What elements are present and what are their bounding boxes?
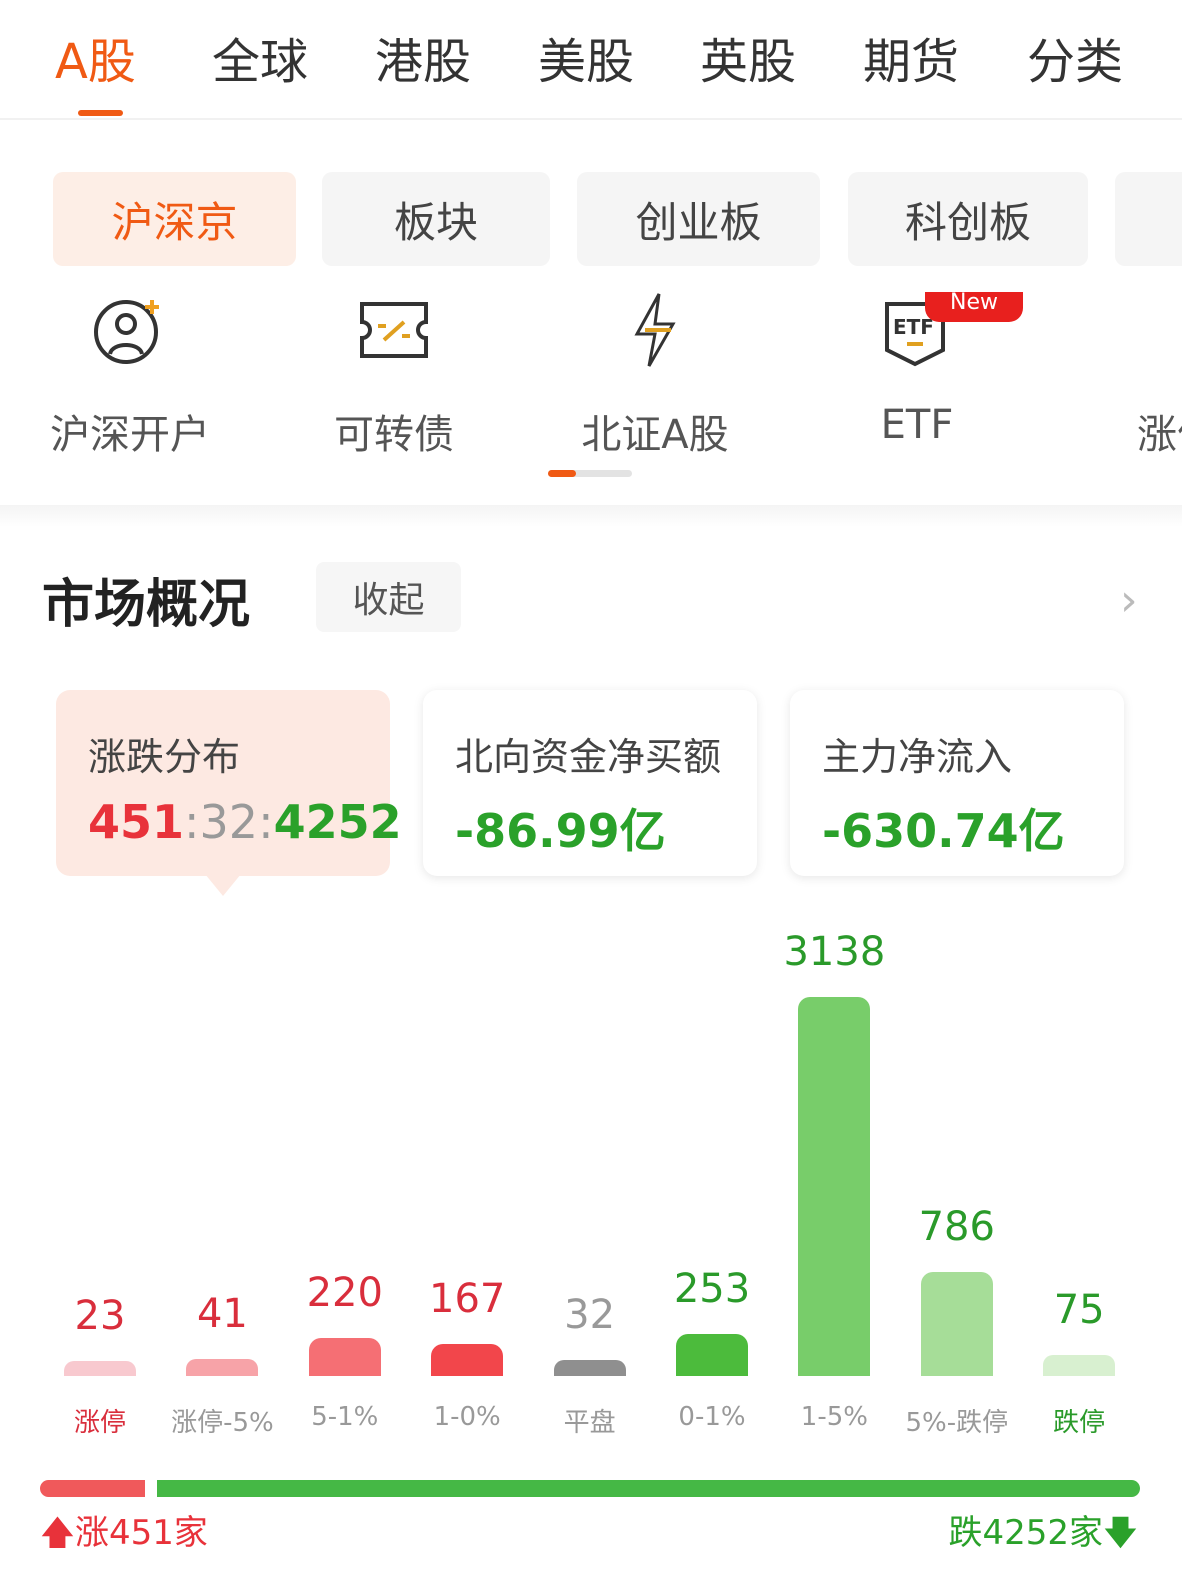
shortcut-label: 北证A股 xyxy=(581,412,729,458)
bar-category-label: 平盘 xyxy=(563,1408,616,1438)
subtab-chinext[interactable]: 创业板 xyxy=(577,172,820,266)
card-distribution[interactable]: 涨跌分布 451:32:4252 xyxy=(56,690,402,876)
subtab-sectors[interactable]: 板块 xyxy=(322,172,550,266)
divider xyxy=(0,118,1182,120)
collapse-button[interactable]: 收起 xyxy=(316,562,461,632)
card-value: -86.99亿 xyxy=(455,804,666,858)
tab-uk[interactable]: 英股 xyxy=(700,34,797,90)
bar-0 xyxy=(64,1361,136,1376)
bar-1 xyxy=(186,1359,259,1376)
arrow-down-icon: 🡇 xyxy=(1103,1513,1138,1553)
bar-category-label: 涨停 xyxy=(73,1408,126,1438)
down-summary-label: 跌4252家 xyxy=(948,1513,1104,1553)
svg-text:ETF: ETF xyxy=(893,315,934,339)
bar-value-label: 75 xyxy=(1053,1287,1105,1334)
ticket-icon xyxy=(360,302,428,358)
bar-value-label: 41 xyxy=(196,1291,248,1338)
section-separator xyxy=(0,505,1182,527)
up-count: 451 xyxy=(88,795,185,849)
bar-category-label: 5%-跌停 xyxy=(905,1408,1009,1438)
section-title: 市场概况 xyxy=(42,575,251,635)
bar-5 xyxy=(676,1334,748,1376)
separator: : xyxy=(184,795,200,849)
subtab-more[interactable] xyxy=(1115,172,1182,266)
shortcut-bse[interactable]: 北证A股 xyxy=(555,290,755,460)
shortcut-limit-up[interactable]: 涨停 xyxy=(1077,290,1182,460)
card-title: 涨跌分布 xyxy=(88,735,241,779)
bar-category-label: 5-1% xyxy=(311,1402,379,1432)
separator: : xyxy=(258,795,274,849)
bar-category-label: 跌停 xyxy=(1053,1408,1106,1438)
bar-category-label: 1-5% xyxy=(800,1402,868,1432)
bar-category-label: 涨停-5% xyxy=(171,1408,274,1438)
tab-global[interactable]: 全球 xyxy=(212,34,309,90)
arrow-up-icon: 🡅 xyxy=(40,1513,75,1553)
bar-category-label: 0-1% xyxy=(678,1402,746,1432)
user-add-icon xyxy=(94,300,159,364)
up-ratio-bar xyxy=(40,1480,146,1497)
tab-futures[interactable]: 期货 xyxy=(863,34,960,90)
bar-value-label: 32 xyxy=(564,1292,616,1339)
shortcut-label: 沪深开户 xyxy=(50,412,210,458)
tab-hk[interactable]: 港股 xyxy=(375,34,472,90)
card-value: -630.74亿 xyxy=(822,804,1065,858)
bar-value-label: 786 xyxy=(918,1204,995,1251)
bar-value-label: 167 xyxy=(429,1276,506,1323)
tab-us[interactable]: 美股 xyxy=(538,34,635,90)
limit-up-icon xyxy=(1137,290,1182,370)
shortcut-open-account[interactable]: 沪深开户 xyxy=(30,290,230,460)
bar-4 xyxy=(553,1360,626,1376)
bar-2 xyxy=(308,1338,381,1376)
bar-value-label: 253 xyxy=(673,1266,751,1313)
new-badge: New xyxy=(925,292,1023,322)
shortcut-label: 涨停 xyxy=(1137,412,1182,458)
bar-value-label: 23 xyxy=(74,1293,126,1340)
card-northbound[interactable]: 北向资金净买额 -86.99亿 xyxy=(423,690,757,876)
bar-category-label: 1-0% xyxy=(433,1402,501,1432)
down-count: 4252 xyxy=(273,795,402,849)
chevron-right-icon[interactable]: › xyxy=(1120,575,1138,626)
shortcut-label: 可转债 xyxy=(334,412,454,458)
up-summary-label: 涨451家 xyxy=(74,1513,208,1553)
up-summary: 🡅涨451家 xyxy=(40,1505,208,1566)
active-tab-indicator xyxy=(78,110,123,116)
bar-value-label: 3138 xyxy=(783,928,886,975)
card-title: 北向资金净买额 xyxy=(455,735,722,779)
shortcut-convertible-bonds[interactable]: 可转债 xyxy=(294,290,494,460)
card-main-inflow[interactable]: 主力净流入 -630.74亿 xyxy=(790,690,1124,876)
bar-value-label: 220 xyxy=(306,1270,383,1317)
shortcut-label: ETF xyxy=(880,402,954,448)
subtab-star[interactable]: 科创板 xyxy=(848,172,1088,266)
bar-6 xyxy=(798,996,871,1376)
down-ratio-bar xyxy=(157,1480,1140,1497)
card-pointer xyxy=(205,874,241,896)
tab-categories[interactable]: 分类 xyxy=(1027,34,1124,90)
shortcut-scroll-indicator xyxy=(548,470,632,477)
bar-8 xyxy=(1043,1355,1116,1376)
lightning-icon xyxy=(634,293,676,367)
down-summary: 跌4252家🡇 xyxy=(949,1505,1138,1566)
bar-7 xyxy=(920,1272,993,1376)
subtab-hushenjing[interactable]: 沪深京 xyxy=(53,172,296,266)
flat-count: 32 xyxy=(199,795,259,849)
card-title: 主力净流入 xyxy=(822,735,1013,779)
tab-a-shares[interactable]: A股 xyxy=(55,34,136,90)
bar-3 xyxy=(431,1344,504,1376)
